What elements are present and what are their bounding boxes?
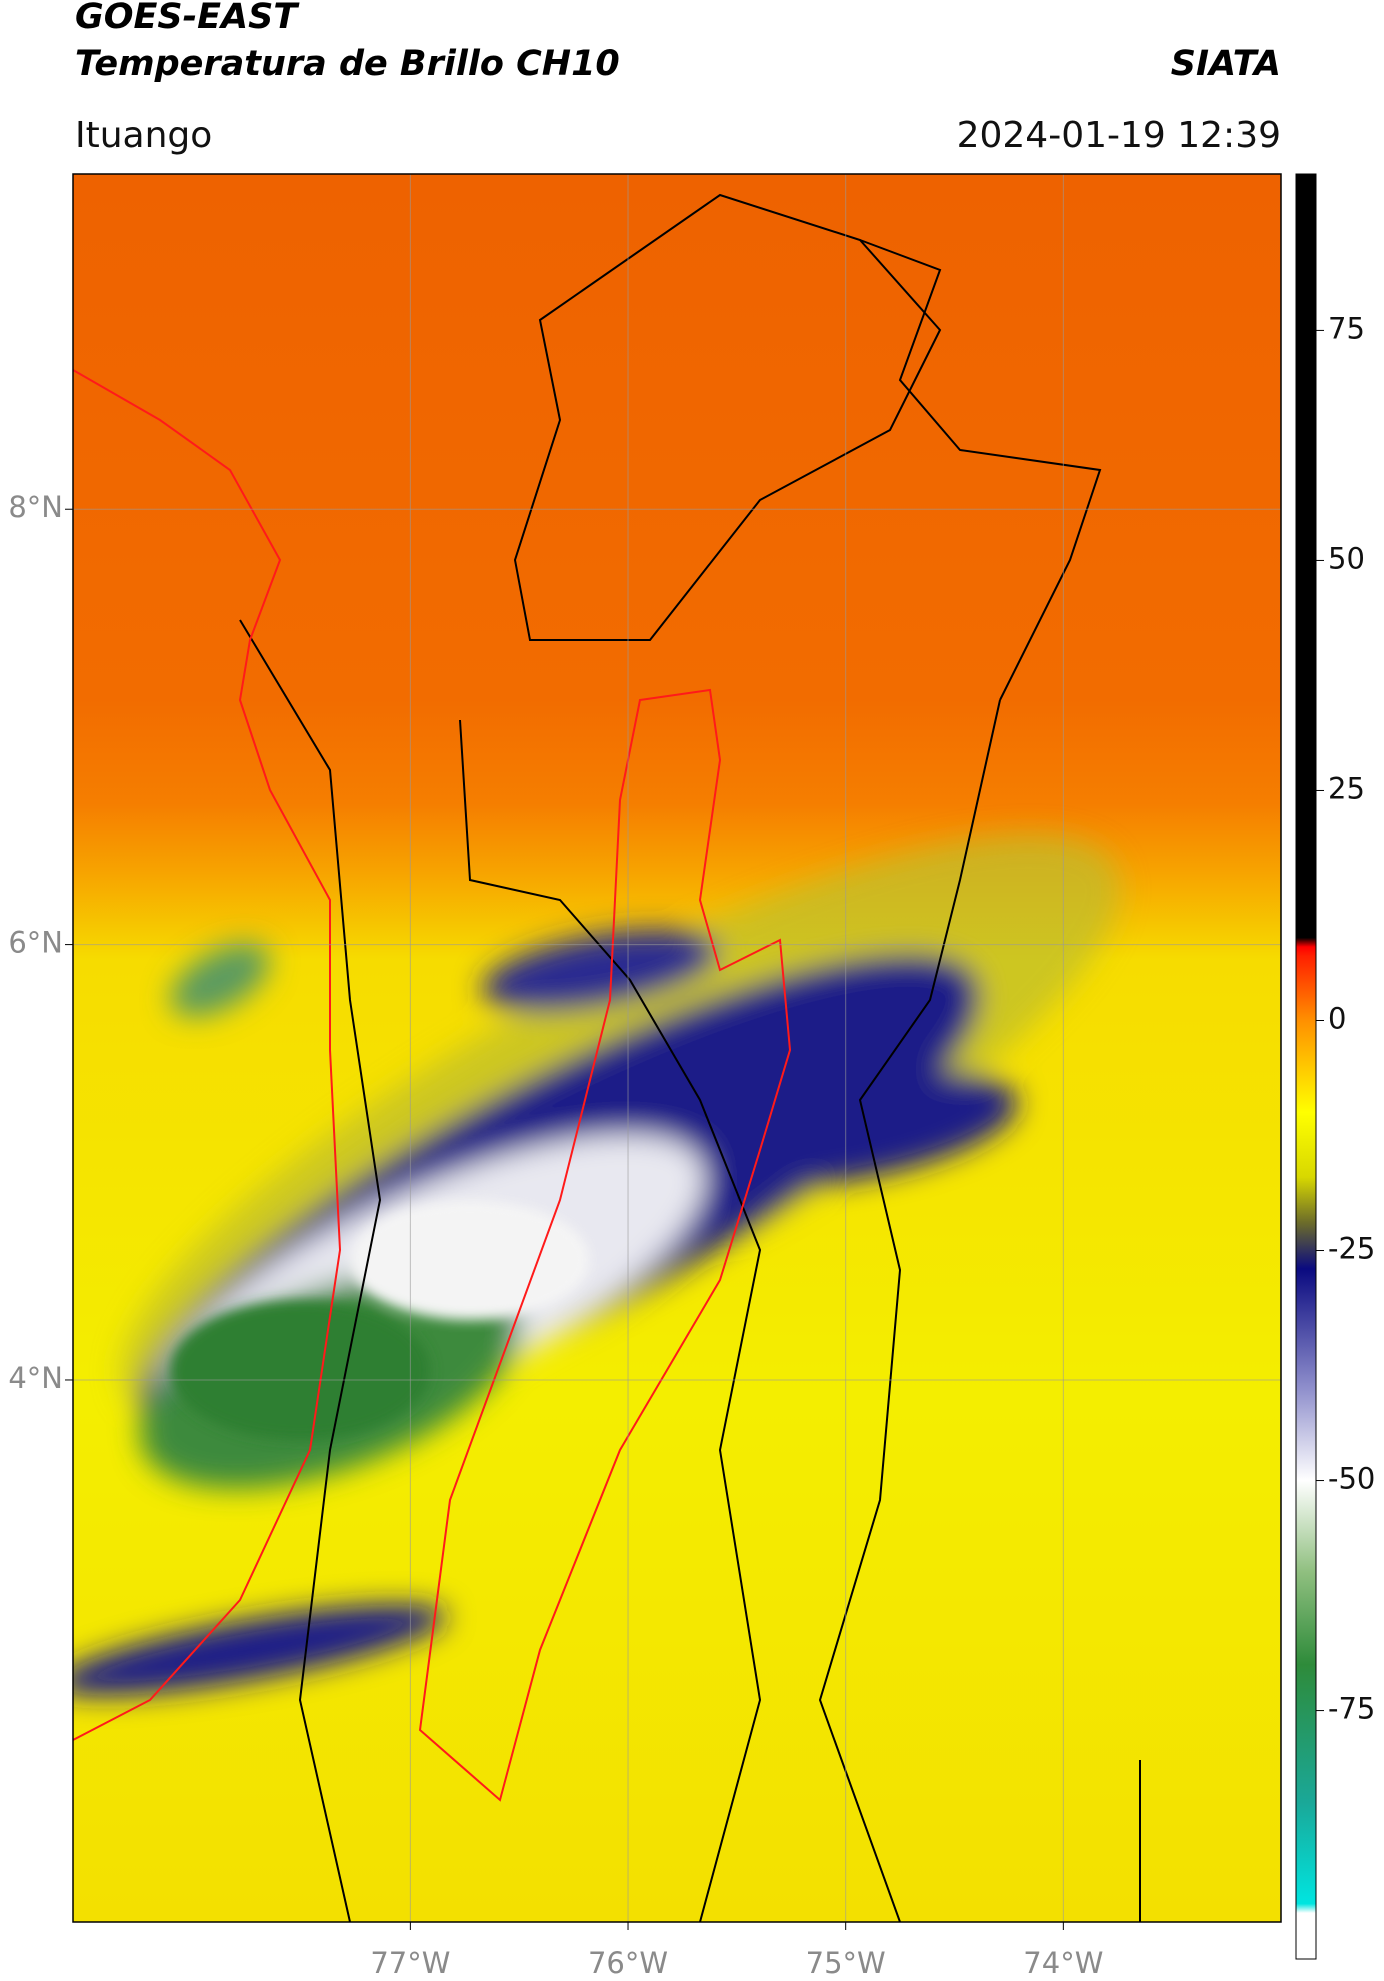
coastline-and-region bbox=[73, 369, 792, 1802]
y-tick-label: 4°N bbox=[8, 1361, 63, 1395]
colorbar-tick-label: 50 bbox=[1328, 541, 1365, 575]
y-tick-label: 8°N bbox=[8, 490, 63, 524]
colorbar-tick-label: 0 bbox=[1328, 1001, 1346, 1035]
colorbar-tick-label: -50 bbox=[1328, 1462, 1375, 1496]
map-image bbox=[73, 174, 1281, 1922]
x-tick-label: 75°W bbox=[806, 1946, 886, 1980]
location: Ituango bbox=[75, 115, 212, 156]
subtitle: Temperatura de Brillo CH10 bbox=[75, 44, 620, 84]
colorbar-tick-label: -25 bbox=[1328, 1232, 1375, 1266]
colorbar-tick-label: -75 bbox=[1328, 1692, 1375, 1726]
colorbar-tick-label: 75 bbox=[1328, 311, 1365, 345]
x-tick-label: 77°W bbox=[370, 1946, 450, 1980]
colorbar bbox=[1295, 173, 1317, 1960]
datetime: 2024-01-19 12:39 bbox=[957, 115, 1281, 156]
borders bbox=[239, 193, 1141, 1922]
y-tick-label: 6°N bbox=[8, 926, 63, 960]
map-frame bbox=[72, 173, 1282, 1923]
colorbar-tick-label: 25 bbox=[1328, 771, 1365, 805]
source: SIATA bbox=[1171, 44, 1281, 84]
x-tick-label: 76°W bbox=[588, 1946, 668, 1980]
x-tick-label: 74°W bbox=[1023, 1946, 1103, 1980]
graticule bbox=[73, 174, 1281, 1922]
title: GOES-EAST bbox=[75, 0, 300, 37]
